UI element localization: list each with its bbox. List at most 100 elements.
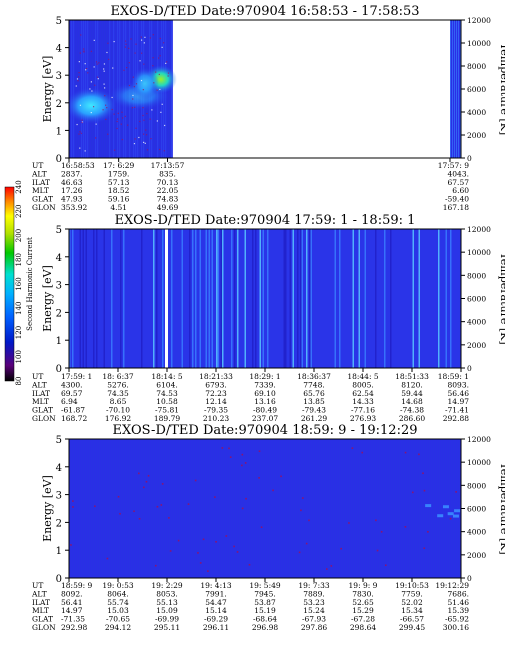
colorbar-tick-label: 100 — [15, 350, 23, 363]
y-tick-label: 3 — [56, 281, 62, 292]
orbit-value: 19:10:53 — [395, 581, 429, 590]
orbit-value: 18:14: 5 — [151, 372, 183, 381]
orbit-value: 15.39 — [448, 606, 470, 615]
orbit-value: 52.02 — [401, 598, 423, 607]
orbit-table: UT 17:59: 1 18: 6:37 18:14: 5 18:21:33 18:29:… — [31, 372, 469, 423]
orbit-value: 295.11 — [154, 623, 180, 632]
orbit-value: 18: 6:37 — [102, 372, 134, 381]
y2-tick-label: 10000 — [467, 458, 491, 467]
panel-1: EXOS-D/TED Date:970904 16:58:53 - 17:58:… — [31, 4, 505, 212]
orbit-value: 15.29 — [352, 606, 374, 615]
orbit-value: 18:21:33 — [199, 372, 233, 381]
y-tick-label: 5 — [56, 16, 62, 27]
y-tick-label: 1 — [56, 546, 62, 557]
y2-tick-label: 6000 — [467, 85, 486, 94]
orbit-value: 176.92 — [105, 414, 131, 423]
spectrogram — [69, 439, 461, 578]
orbit-value: 300.16 — [443, 623, 469, 632]
orbit-value: 14.97 — [61, 606, 83, 615]
y-tick-label: 4 — [56, 463, 62, 474]
orbit-value: 237.07 — [252, 414, 278, 423]
orbit-value: 7945. — [254, 589, 275, 598]
y2-tick-label: 6000 — [467, 295, 486, 304]
y-tick-label: 2 — [56, 308, 62, 319]
orbit-value: 13.85 — [303, 397, 325, 406]
orbit-value: 57.13 — [108, 178, 130, 187]
orbit-value: -71.41 — [445, 406, 469, 415]
orbit-row-label: MLT — [32, 606, 49, 615]
orbit-value: 210.23 — [203, 414, 229, 423]
orbit-value: 7830. — [352, 589, 373, 598]
orbit-value: 15.09 — [156, 606, 178, 615]
orbit-value: 292.98 — [61, 623, 87, 632]
orbit-value: 51.46 — [448, 598, 470, 607]
orbit-value: 18:29: 1 — [249, 372, 280, 381]
colorbar: 80 100 120 140 160 180 200 220 240 Second Harmoni… — [4, 180, 34, 385]
y2-tick-label: 12000 — [467, 225, 491, 234]
orbit-row-label: GLON — [32, 203, 56, 212]
orbit-value: 7339. — [254, 380, 275, 389]
orbit-value: 54.47 — [205, 598, 227, 607]
y2-tick-label: 2000 — [467, 131, 486, 140]
orbit-value: 292.88 — [443, 414, 469, 423]
y2-tick-label: 4000 — [467, 528, 486, 537]
y-tick-label: 4 — [56, 253, 62, 264]
orbit-value: 298.64 — [350, 623, 376, 632]
orbit-row-label: UT — [32, 161, 43, 170]
orbit-value: 12.14 — [205, 397, 227, 406]
colorbar-tick-label: 200 — [15, 229, 23, 242]
orbit-value: -79.43 — [302, 406, 326, 415]
y2-axis-label: Temperature [K] — [498, 462, 505, 554]
colorbar-label: Second Harmonic Current — [26, 237, 34, 331]
orbit-value: 5276. — [107, 380, 128, 389]
orbit-value: -80.49 — [253, 406, 277, 415]
orbit-value: 18:59: 1 — [438, 372, 469, 381]
orbit-value: 19: 9: 9 — [349, 581, 378, 590]
y2-tick-label: 0 — [467, 154, 472, 163]
orbit-value: 8064. — [107, 589, 128, 598]
orbit-row-label: MLT — [32, 186, 49, 195]
orbit-value: 17.26 — [61, 186, 83, 195]
y-tick-label: 5 — [56, 225, 62, 236]
y-tick-label: 0 — [56, 364, 62, 375]
panel-title: EXOS-D/TED Date:970904 18:59: 9 - 19:12:… — [113, 423, 418, 438]
y2-tick-label: 12000 — [467, 435, 491, 444]
y2-tick-label: 10000 — [467, 248, 491, 257]
orbit-value: 17: 6:29 — [103, 161, 135, 170]
orbit-value: 261.29 — [301, 414, 327, 423]
orbit-value: 353.92 — [61, 203, 87, 212]
orbit-row-label: GLON — [32, 623, 56, 632]
orbit-value: 69.57 — [61, 389, 83, 398]
orbit-value: 296.11 — [203, 623, 229, 632]
orbit-value: 8092. — [61, 589, 82, 598]
orbit-value: -65.92 — [445, 615, 469, 624]
orbit-row-label: GLAT — [32, 406, 53, 415]
spectrogram — [69, 20, 461, 158]
y2-axis-label: Temperature [K] — [498, 252, 505, 344]
orbit-value: 47.93 — [61, 195, 83, 204]
panel-title: EXOS-D/TED Date:970904 16:58:53 - 17:58:… — [110, 4, 419, 19]
orbit-value: -66.57 — [400, 615, 424, 624]
orbit-value: 19: 5:49 — [249, 581, 281, 590]
orbit-value: 67.57 — [448, 178, 470, 187]
orbit-value: 8053. — [156, 589, 177, 598]
orbit-value: -74.38 — [400, 406, 424, 415]
orbit-value: 65.76 — [303, 389, 325, 398]
orbit-value: 19: 7:33 — [298, 581, 330, 590]
y2-tick-label: 0 — [467, 574, 472, 583]
orbit-row-label: ALT — [31, 589, 47, 598]
orbit-value: 297.86 — [301, 623, 327, 632]
y2-tick-label: 4000 — [467, 108, 486, 117]
y2-tick-label: 10000 — [467, 39, 491, 48]
panels-layer: EXOS-D/TED Date:970904 16:58:53 - 17:58:… — [31, 4, 505, 632]
orbit-value: 49.69 — [157, 203, 179, 212]
y-tick-label: 3 — [56, 71, 62, 82]
orbit-value: 17:57: 9 — [438, 161, 470, 170]
orbit-value: 1759. — [108, 169, 129, 178]
orbit-row-label: ILAT — [32, 389, 50, 398]
orbit-value: 7686. — [448, 589, 469, 598]
orbit-value: 72.23 — [205, 389, 227, 398]
y2-axis-label: Temperature [K] — [498, 43, 505, 135]
orbit-value: -70.65 — [106, 615, 130, 624]
